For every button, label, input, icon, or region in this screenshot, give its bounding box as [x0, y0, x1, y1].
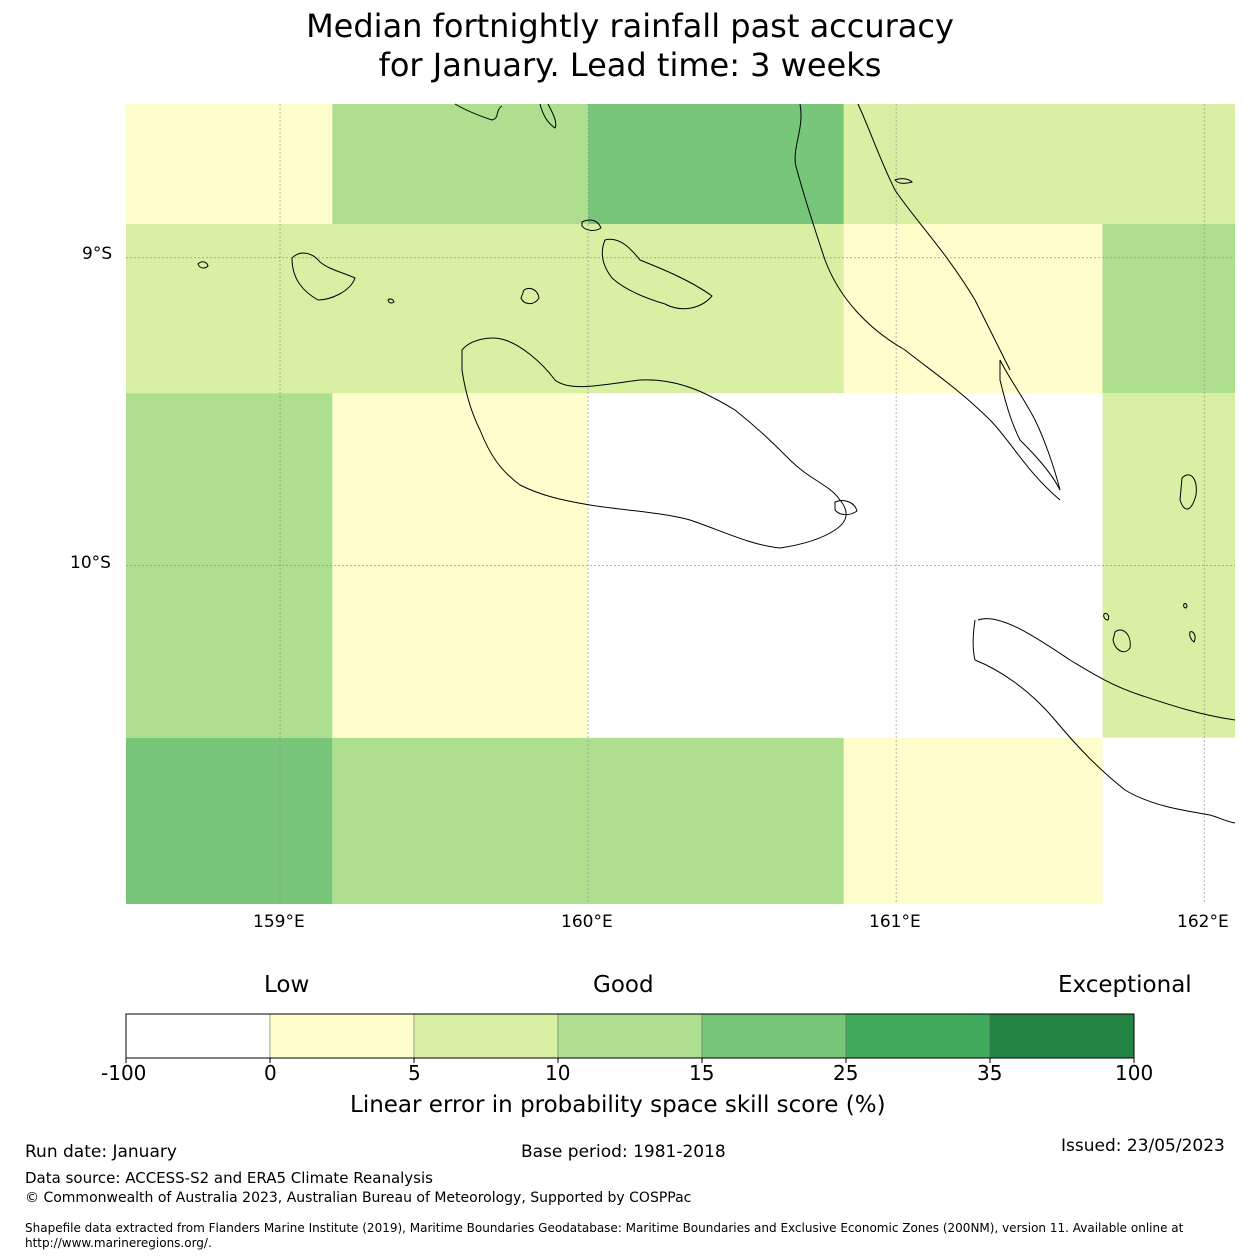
heatmap-cell: [1102, 104, 1235, 224]
data-source: Data source: ACCESS-S2 and ERA5 Climate …: [25, 1169, 433, 1187]
colorbar-tick: 10: [545, 1061, 571, 1085]
colorbar-tick: 5: [408, 1061, 421, 1085]
heatmap-cell: [126, 224, 333, 394]
heatmap-cell: [1102, 393, 1235, 738]
y-tick-label-9s: 9°S: [82, 244, 113, 264]
issued-date: Issued: 23/05/2023: [1061, 1136, 1225, 1156]
heatmap-cells: [126, 104, 1235, 904]
colorbar-tick: 35: [977, 1061, 1003, 1085]
colorbar-tick: 0: [264, 1061, 277, 1085]
colorbar-swatch: [125, 1013, 271, 1059]
heatmap-cell: [843, 104, 1103, 224]
x-tick-label-160e: 160°E: [561, 912, 613, 932]
copyright: © Commonwealth of Australia 2023, Austra…: [25, 1190, 692, 1206]
chart-title-line-2: for January. Lead time: 3 weeks: [378, 46, 882, 84]
colorbar-frame: [125, 1013, 1135, 1059]
colorbar-tick: 25: [833, 1061, 859, 1085]
heatmap-cell: [588, 224, 844, 394]
heatmap-cell: [126, 104, 333, 224]
colorbar-swatch: [269, 1013, 415, 1059]
colorbar-tick: 15: [689, 1061, 715, 1085]
colorbar-category-exceptional: Exceptional: [1058, 972, 1192, 998]
heatmap-cell: [588, 737, 844, 904]
heatmap-cell: [1102, 224, 1235, 394]
shapefile-credit: Shapefile data extracted from Flanders M…: [25, 1221, 1184, 1250]
colorbar-swatch: [413, 1013, 559, 1059]
heatmap-cell: [332, 104, 589, 224]
run-date: Run date: January: [25, 1142, 177, 1162]
colorbar-category-good: Good: [593, 972, 654, 998]
chart-title-line-1: Median fortnightly rainfall past accurac…: [306, 7, 954, 45]
colorbar: [125, 1013, 1135, 1063]
heatmap-cell: [332, 737, 589, 904]
heatmap-cell: [126, 737, 333, 904]
base-period: Base period: 1981-2018: [521, 1142, 726, 1162]
colorbar-category-low: Low: [264, 972, 310, 998]
coastline-outline: [197, 103, 1236, 824]
colorbar-swatch: [557, 1013, 703, 1059]
colorbar-swatch: [845, 1013, 991, 1059]
heatmap-cell: [126, 393, 333, 738]
heatmap-cell: [843, 737, 1103, 904]
colorbar-swatch: [701, 1013, 847, 1059]
x-tick-label-162e: 162°E: [1177, 912, 1229, 932]
x-tick-label-161e: 161°E: [869, 912, 921, 932]
heatmap-cell: [843, 224, 1103, 394]
heatmap-cell: [332, 224, 589, 394]
heatmap-cell: [588, 104, 844, 224]
graticule-lines: [126, 104, 1235, 904]
colorbar-tick: 100: [1115, 1061, 1154, 1085]
colorbar-label: Linear error in probability space skill …: [350, 1092, 886, 1118]
y-tick-label-10s: 10°S: [70, 553, 111, 573]
heatmap-cell: [1102, 737, 1235, 904]
x-tick-label-159e: 159°E: [253, 912, 305, 932]
colorbar-swatch: [989, 1013, 1135, 1059]
colorbar-tick: -100: [101, 1061, 147, 1085]
